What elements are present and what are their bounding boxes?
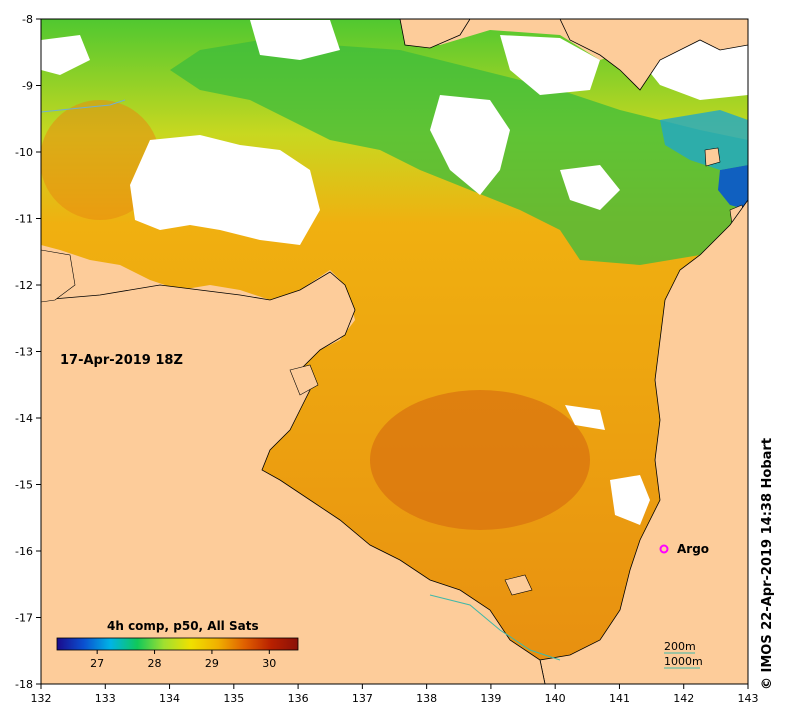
land-png <box>399 19 471 49</box>
copyright-text: © IMOS 22-Apr-2019 14:38 Hobart <box>760 437 775 690</box>
contour-legend: 200m 1000m <box>664 640 703 669</box>
cloud-patch <box>41 35 90 75</box>
x-tick-label: 142 <box>673 692 694 705</box>
warm-west <box>41 100 160 220</box>
contour-1000m-label: 1000m <box>664 655 703 668</box>
y-tick-label: -9 <box>22 80 33 93</box>
colorbar-tick-label: 28 <box>148 657 162 670</box>
colorbar: 4h comp, p50, All Sats 27 28 29 30 <box>56 619 299 670</box>
y-tick-label: -8 <box>22 13 33 26</box>
y-tick-label: -14 <box>15 412 33 425</box>
cloud-patch <box>565 405 605 430</box>
contour-200m-label: 200m <box>664 640 696 653</box>
x-tick-label: 136 <box>288 692 309 705</box>
contour-line <box>429 594 561 661</box>
warm-core <box>370 390 590 530</box>
y-tick-label: -15 <box>15 479 33 492</box>
x-tick-label: 134 <box>159 692 180 705</box>
x-tick-label: 138 <box>416 692 437 705</box>
x-tick-label: 141 <box>609 692 630 705</box>
argo-label: Argo <box>677 542 709 556</box>
x-tick-label: 133 <box>95 692 116 705</box>
cloud-patch <box>130 135 320 245</box>
cloud-patch <box>500 35 600 95</box>
y-tick-label: -11 <box>15 213 33 226</box>
colorbar-tick-label: 27 <box>90 657 104 670</box>
colorbar-ticks: 27 28 29 30 <box>90 650 276 670</box>
argo-marker[interactable]: Argo <box>659 542 710 556</box>
x-tick-label: 132 <box>31 692 52 705</box>
y-tick-label: -17 <box>15 612 33 625</box>
blue-patch <box>718 165 748 210</box>
cloud-patch <box>430 95 510 195</box>
cloud-patch <box>250 20 340 60</box>
x-tick-label: 139 <box>480 692 501 705</box>
cloud-patch <box>560 165 620 210</box>
colorbar-tick-label: 29 <box>205 657 219 670</box>
x-tick-label: 137 <box>352 692 373 705</box>
map-plot-area <box>41 19 748 684</box>
y-tick-label: -10 <box>15 146 33 159</box>
argo-float-icon[interactable] <box>659 544 669 554</box>
x-tick-label: 143 <box>738 692 759 705</box>
land-png <box>559 19 748 91</box>
land-melville <box>41 249 76 303</box>
y-tick-label: -16 <box>15 545 33 558</box>
y-axis: -8 -9 -10 -11 -12 -13 -14 -15 -16 -17 -18 <box>15 13 41 691</box>
date-label: 17-Apr-2019 18Z <box>60 353 183 368</box>
x-axis: 132 133 134 135 136 137 138 139 140 141 142 143 <box>31 684 759 705</box>
y-tick-label: -18 <box>15 678 33 691</box>
colorbar-title: 4h comp, p50, All Sats <box>107 619 259 633</box>
cyan-patch <box>660 110 748 170</box>
cloud-patch <box>610 475 650 525</box>
colorbar-ramp <box>56 637 299 651</box>
y-tick-label: -12 <box>15 279 33 292</box>
colorbar-tick-label: 30 <box>262 657 276 670</box>
land-arnhem <box>41 271 546 684</box>
y-tick-label: -13 <box>15 346 33 359</box>
river <box>41 99 126 113</box>
x-tick-label: 135 <box>223 692 244 705</box>
land-groote <box>289 364 533 596</box>
x-tick-label: 140 <box>545 692 566 705</box>
